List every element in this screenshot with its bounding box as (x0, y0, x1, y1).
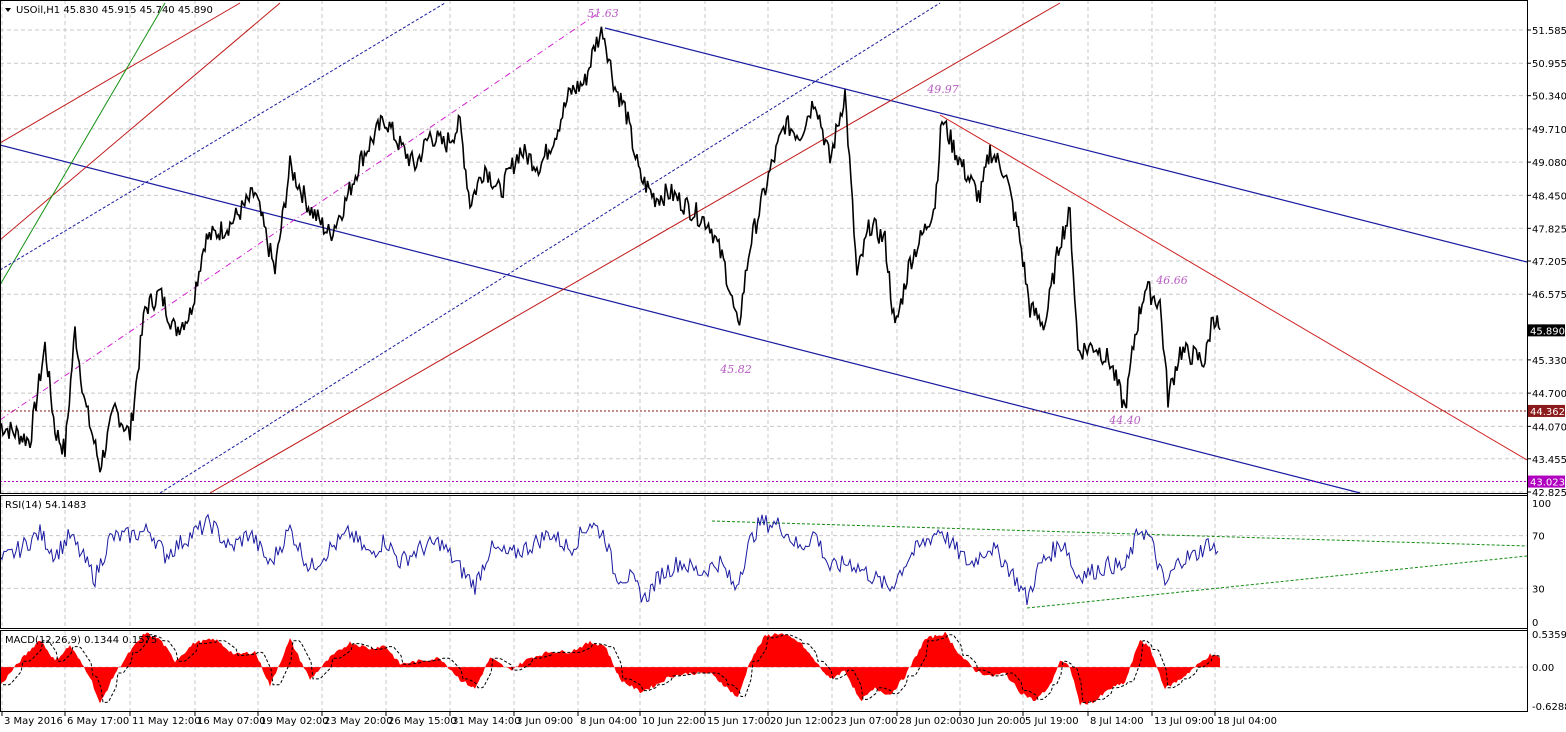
macd-header-label: MACD(12,26,9) 0.1344 0.1575 (5, 635, 157, 646)
time-tick-label: 26 May 15:00 (388, 716, 457, 727)
price-tick-label: 43.455 (1532, 455, 1566, 466)
rsi-trendline-upper[interactable] (711, 520, 1527, 547)
channel-upper-blue[interactable] (604, 27, 1527, 263)
main-grid (1, 1, 1527, 493)
price-tick-label: 46.575 (1532, 290, 1566, 301)
time-tick-label: 23 Jun 07:00 (834, 716, 898, 727)
rsi-tick-label: 70 (1532, 532, 1545, 543)
time-tick-label: 20 Jun 12:00 (770, 716, 834, 727)
time-tick-label: 8 Jun 04:00 (580, 716, 637, 727)
time-tick-label: 15 Jun 17:00 (707, 716, 771, 727)
price-tick-label: 49.080 (1532, 158, 1566, 169)
time-tick-label: 19 May 02:00 (260, 716, 329, 727)
price-tag-label: 44.362 (1530, 407, 1565, 418)
rsi-tick-label: 100 (1532, 499, 1551, 510)
dashed-blue-1[interactable] (0, 2, 446, 270)
price-tick-label: 50.340 (1532, 92, 1566, 103)
trendline-red-asc-2[interactable] (0, 2, 281, 240)
price-tick-label: 42.825 (1532, 488, 1566, 499)
rsi-header-label: RSI(14) 54.1483 (5, 500, 86, 511)
price-tick-label: 45.330 (1532, 356, 1566, 367)
price-tag-box (1528, 475, 1565, 488)
rsi-series (1, 513, 1219, 605)
time-tick-label: 31 May 14:00 (452, 716, 521, 727)
trendline-red-asc-3[interactable] (209, 2, 1061, 493)
dashed-blue-2[interactable] (159, 2, 941, 493)
time-tick-label: 23 May 20:00 (324, 716, 393, 727)
price-series (1, 26, 1221, 473)
price-tick-label: 44.700 (1532, 389, 1566, 400)
rsi-axis: 100 70 30 0 (1532, 499, 1551, 629)
time-tick-label: 30 Jun 20:00 (962, 716, 1026, 727)
macd-tick-label: 0.00 (1532, 663, 1554, 674)
price-tick-label: 49.710 (1532, 125, 1566, 136)
price-annotation: 44.40 (1108, 414, 1141, 427)
macd-signal-line (3, 634, 1222, 703)
dashdot-magenta[interactable] (0, 11, 601, 420)
time-tick-label: 3 Jun 09:00 (516, 716, 573, 727)
trendline-red-asc-1[interactable] (0, 2, 241, 143)
trendline-red-desc[interactable] (939, 114, 1527, 461)
time-tick-label: 3 May 2016 (4, 716, 63, 727)
time-tick-label: 8 Jul 14:00 (1090, 716, 1144, 727)
macd-tick-label: 0.5359 (1532, 630, 1566, 641)
time-tick-label: 5 Jul 19:00 (1025, 716, 1079, 727)
rsi-panel-frame (0, 495, 1528, 629)
macd-tick-label: -0.6288 (1532, 702, 1566, 713)
price-header-label: USOil,H1 45.830 45.915 45.740 45.890 (16, 5, 213, 16)
dropdown-arrow-icon[interactable] (5, 8, 11, 12)
main-panel-frame (0, 0, 1528, 494)
price-tick-label: 47.825 (1532, 224, 1566, 235)
header-price: USOil,H1 45.830 45.915 45.740 45.890 (5, 5, 213, 16)
trendline-green[interactable] (0, 2, 166, 285)
analysis-objects[interactable] (0, 2, 1527, 493)
price-tick-label: 44.070 (1532, 422, 1566, 433)
rsi-tick-label: 30 (1532, 584, 1545, 595)
time-tick-label: 18 Jul 04:00 (1217, 716, 1277, 727)
price-tick-label: 48.450 (1532, 191, 1566, 202)
price-tick-label: 50.955 (1532, 59, 1566, 70)
channel-lower-blue[interactable] (0, 144, 1361, 493)
price-tag-box (1528, 324, 1565, 337)
macd-axis: 0.5359 0.00 -0.6288 (1532, 630, 1566, 713)
macd-histogram (1, 631, 1220, 706)
rsi-trendline-lower[interactable] (1026, 555, 1527, 609)
price-annotation: 51.63 (587, 7, 619, 20)
price-annotation: 45.82 (719, 363, 752, 376)
time-tick-label: 6 May 17:00 (67, 716, 129, 727)
price-tick-label: 51.585 (1532, 26, 1566, 37)
price-tag-label: 45.890 (1530, 326, 1565, 337)
price-annotation: 49.97 (926, 83, 959, 96)
price-tags: 45.890 44.362 43.023 (1528, 324, 1565, 489)
time-tick-label: 13 Jul 09:00 (1154, 716, 1214, 727)
time-tick-label: 16 May 07:00 (197, 716, 266, 727)
time-tick-label: 10 Jun 22:00 (642, 716, 706, 727)
time-tick-label: 11 May 12:00 (132, 716, 201, 727)
price-tag-label: 43.023 (1530, 478, 1565, 489)
price-tag-box (1528, 404, 1565, 417)
rsi-tick-label: 0 (1532, 618, 1538, 629)
price-axis: 51.585 50.955 50.340 49.710 49.080 48.450 47.8… (1527, 26, 1566, 499)
rsi-grid (1, 496, 1527, 628)
price-annotation: 46.66 (1155, 274, 1188, 287)
price-tick-label: 47.205 (1532, 257, 1566, 268)
time-tick-label: 28 Jun 02:00 (899, 716, 963, 727)
price-annotations: 51.63 49.97 46.66 45.82 44.40 (587, 7, 1188, 427)
